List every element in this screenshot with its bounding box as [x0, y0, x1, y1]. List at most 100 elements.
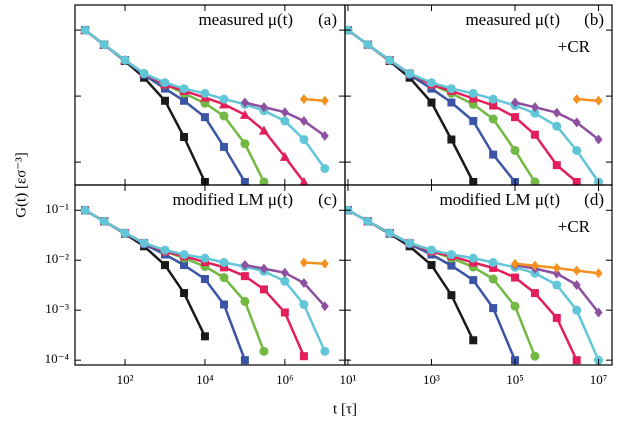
marker: [572, 356, 581, 365]
marker: [510, 145, 520, 155]
marker: [427, 98, 436, 107]
marker: [160, 245, 170, 255]
y-axis-label: G(t) [εσ⁻³]: [13, 152, 29, 218]
marker: [385, 55, 395, 65]
marker: [594, 268, 603, 279]
series-line: [347, 209, 578, 361]
panel-subtitle: +CR: [558, 37, 591, 56]
marker: [489, 101, 498, 110]
panel-title: measured μ(t): [465, 10, 560, 29]
x-tick-label: 10³: [423, 372, 440, 387]
panel-label: (b): [584, 10, 604, 29]
marker: [299, 94, 308, 105]
marker: [530, 130, 539, 139]
plot-area: [80, 205, 330, 365]
plot-area: [80, 25, 330, 185]
panel-label: (a): [318, 10, 337, 29]
marker: [239, 109, 250, 119]
marker: [280, 276, 290, 286]
plot-area: [345, 205, 604, 365]
series-line: [347, 209, 537, 357]
marker: [572, 94, 581, 105]
marker: [160, 96, 169, 105]
marker: [594, 307, 603, 318]
marker: [530, 108, 540, 118]
marker: [552, 280, 562, 290]
marker: [160, 261, 169, 270]
marker: [426, 78, 436, 88]
marker: [468, 88, 478, 98]
marker: [200, 275, 209, 284]
marker: [594, 95, 603, 106]
marker: [99, 216, 109, 226]
marker: [299, 135, 309, 145]
x-tick-label: 10²: [117, 372, 134, 387]
marker: [200, 88, 210, 98]
marker: [446, 84, 456, 94]
marker: [180, 261, 189, 270]
marker: [139, 69, 149, 79]
marker: [280, 116, 290, 126]
x-tick-label: 10⁵: [506, 372, 524, 387]
marker: [259, 263, 268, 274]
marker: [200, 253, 210, 263]
marker: [363, 216, 373, 226]
marker: [80, 25, 90, 35]
marker: [180, 133, 189, 142]
marker: [179, 84, 189, 94]
series-line: [84, 209, 207, 337]
y-tick-label: 10⁻²: [45, 251, 69, 266]
marker: [594, 134, 603, 145]
marker: [299, 352, 308, 361]
marker: [447, 291, 456, 300]
series-line: [84, 209, 306, 357]
marker: [530, 351, 540, 361]
marker: [320, 130, 329, 141]
marker: [80, 205, 90, 215]
x-tick-label: 10⁴: [196, 372, 214, 387]
marker: [488, 258, 498, 268]
marker: [280, 107, 289, 118]
marker: [488, 274, 498, 284]
marker: [299, 257, 308, 268]
y-tick-label: 10⁻³: [45, 301, 69, 316]
marker: [299, 115, 308, 126]
marker: [489, 304, 498, 313]
marker: [219, 99, 230, 109]
marker: [160, 78, 170, 88]
marker: [572, 279, 581, 290]
marker: [572, 177, 581, 185]
marker: [259, 177, 269, 185]
x-tick-label: 10⁷: [590, 372, 608, 387]
marker: [259, 346, 269, 356]
marker: [299, 299, 309, 309]
marker: [259, 285, 268, 294]
marker: [219, 94, 229, 104]
panel-label: (c): [318, 190, 337, 209]
marker: [180, 289, 189, 298]
marker: [530, 289, 539, 298]
panel-label: (d): [584, 190, 604, 209]
panel-subtitle: +CR: [558, 217, 591, 236]
marker: [120, 55, 130, 65]
marker: [240, 356, 249, 365]
marker: [572, 117, 581, 128]
marker: [320, 164, 330, 174]
x-axis-label: t [τ]: [333, 401, 357, 417]
marker: [200, 332, 209, 341]
marker: [510, 301, 520, 311]
marker: [259, 102, 268, 113]
marker: [299, 277, 308, 288]
marker: [552, 268, 561, 279]
y-tick-label: 10⁻⁴: [45, 351, 70, 366]
marker: [552, 161, 561, 170]
series-line: [84, 209, 247, 361]
marker: [572, 265, 581, 276]
x-tick-label: 10⁶: [276, 372, 294, 387]
frame: [74, 184, 346, 366]
x-tick-label: 10¹: [339, 372, 356, 387]
marker: [426, 245, 436, 255]
marker: [552, 313, 561, 322]
marker: [280, 308, 289, 317]
